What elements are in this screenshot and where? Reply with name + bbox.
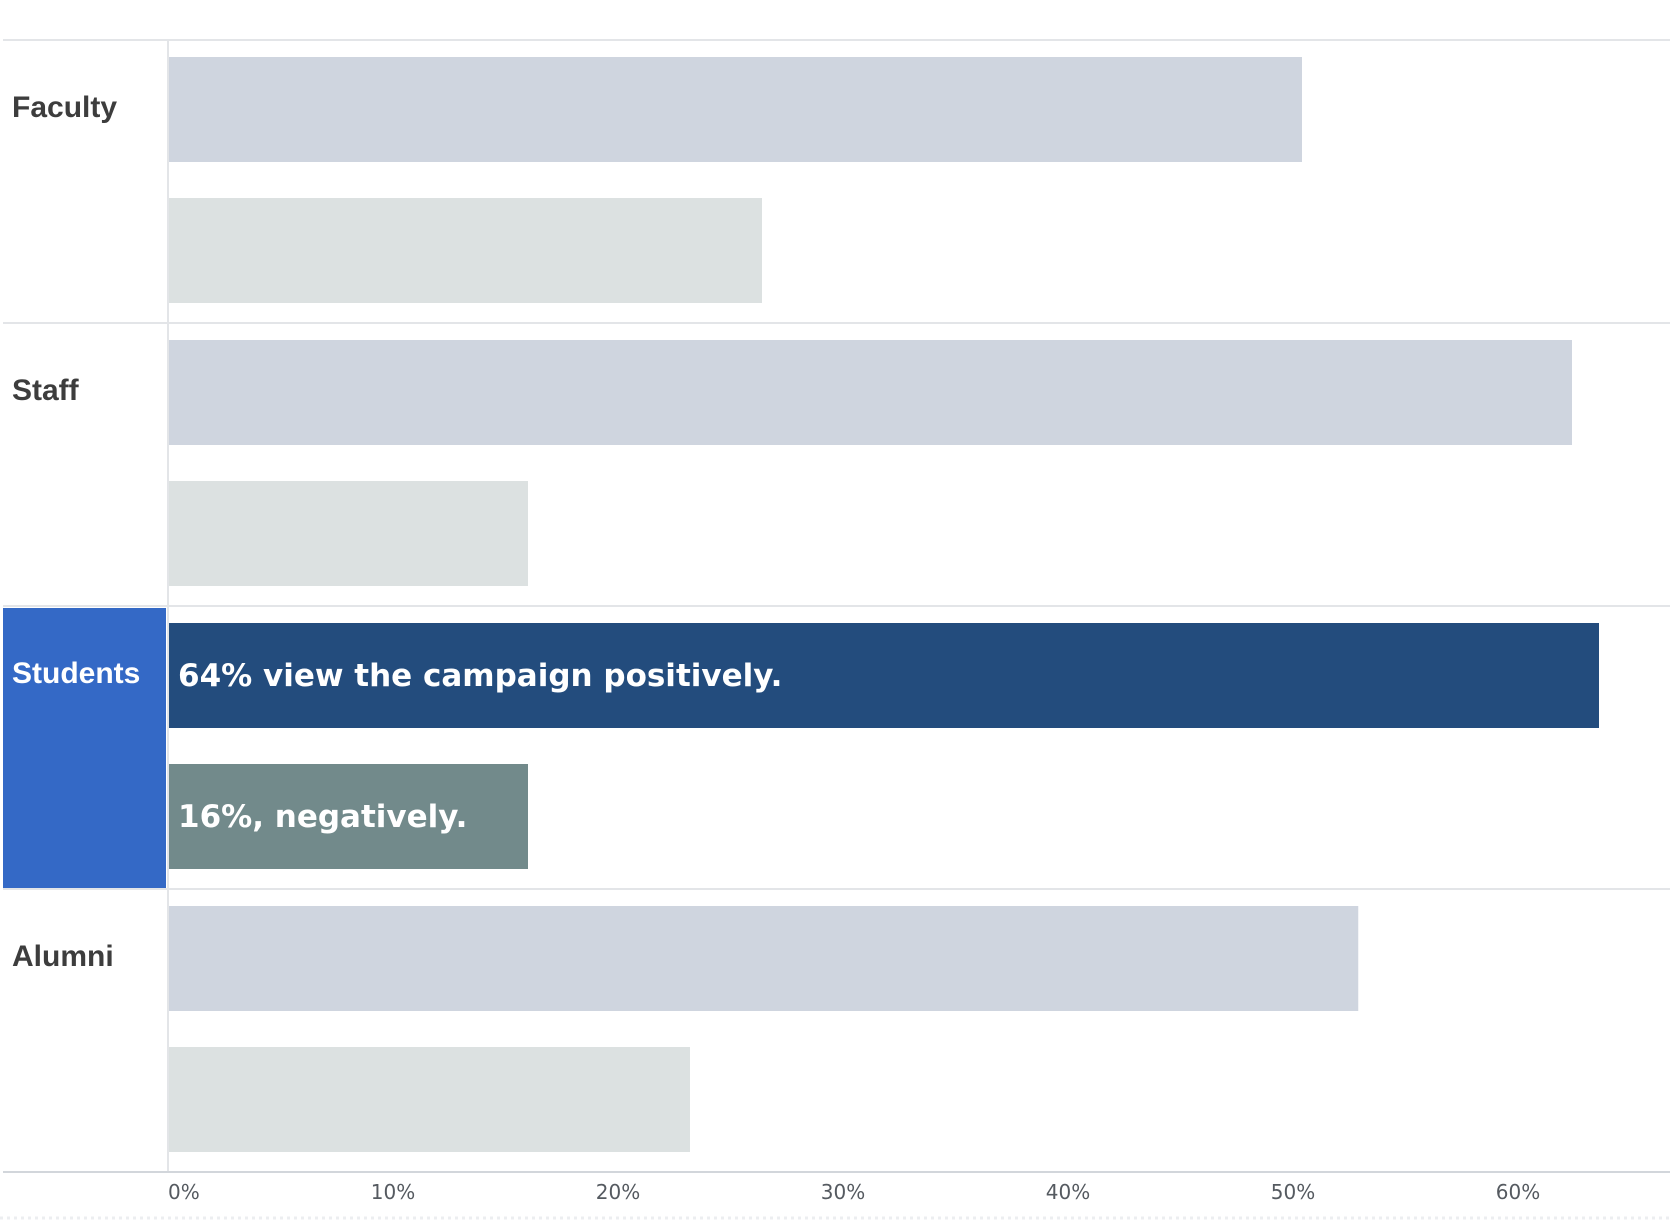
category-highlight-students [3, 608, 166, 888]
bar-staff-positive [168, 340, 1572, 445]
bar-alumni-negative [168, 1047, 690, 1152]
category-label-alumni: Alumni [12, 940, 114, 973]
x-tick-label: 10% [371, 1180, 415, 1204]
x-tick-label: 50% [1271, 1180, 1315, 1204]
bar-students-positive [168, 623, 1599, 728]
data-label-students-negative: 16%, negatively. [178, 799, 467, 835]
x-tick-label: 0% [168, 1180, 200, 1204]
x-tick-label: 40% [1046, 1180, 1090, 1204]
x-tick-label: 20% [596, 1180, 640, 1204]
bar-students-negative [168, 764, 528, 869]
bar-alumni-positive [168, 906, 1359, 1011]
category-label-students: Students [12, 657, 140, 690]
x-tick-label: 30% [821, 1180, 865, 1204]
x-tick-label: 60% [1496, 1180, 1540, 1204]
bar-faculty-negative [168, 198, 762, 303]
category-label-faculty: Faculty [12, 91, 117, 124]
category-label-staff: Staff [12, 374, 80, 407]
bar-staff-negative [168, 481, 528, 586]
data-label-students-positive: 64% view the campaign positively. [178, 658, 782, 694]
bar-faculty-positive [168, 57, 1302, 162]
